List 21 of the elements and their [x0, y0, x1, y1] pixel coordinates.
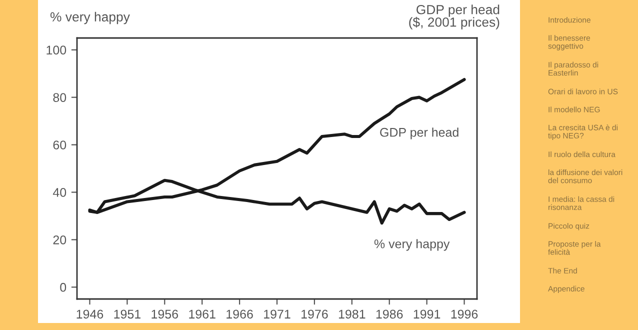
x-tick-label: 1986 — [376, 310, 403, 319]
x-tick-label: 1956 — [152, 310, 178, 319]
x-tick-label: 1946 — [76, 310, 104, 319]
text: GDP per head ($, 2001 prices) — [409, 4, 500, 30]
y-tick-label: 20 — [53, 235, 66, 244]
x-tick-label: 1976 — [302, 310, 328, 319]
series-label: GDP per head — [380, 128, 458, 140]
x-tick-label: 1961 — [189, 310, 216, 319]
y-tick-label: 100 — [46, 46, 66, 55]
y-tick-label: 80 — [53, 93, 66, 102]
x-tick-label: 1966 — [226, 310, 253, 319]
y-axis-title: % very happy — [50, 12, 130, 24]
series-label: % very happy — [374, 239, 450, 251]
y-tick-label: 40 — [52, 188, 66, 197]
x-tick-label: 1996 — [451, 310, 478, 319]
y-tick-label: 60 — [53, 140, 66, 150]
x-tick-label: 1981 — [338, 310, 366, 319]
x-tick-label: 1951 — [114, 310, 140, 319]
y-tick-label: 0 — [60, 282, 66, 292]
x-tick-label: 1991 — [414, 310, 440, 319]
x-tick-label: 1971 — [264, 310, 290, 319]
